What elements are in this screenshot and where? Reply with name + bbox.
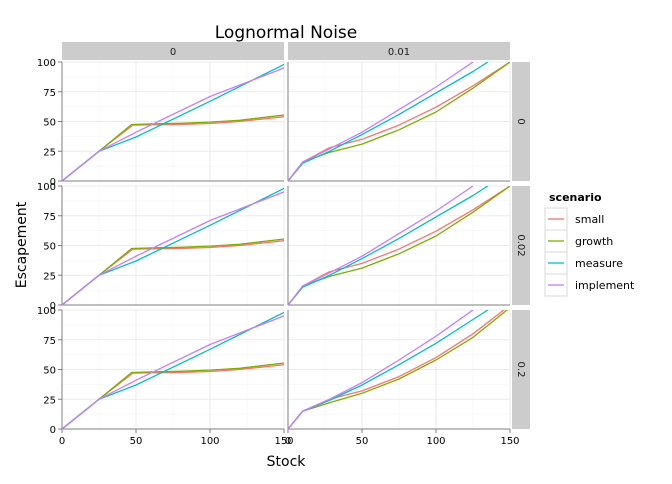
y-tick-label: 75 [43,88,56,99]
legend-item-measure: measure [544,251,623,275]
series-group [288,310,509,429]
y-tick-label: 100 [37,58,56,69]
series-line-measure [288,186,489,305]
y-tick-label: 0 [50,177,56,188]
y-tick-label: 25 [43,395,56,406]
legend-item-growth: growth [544,229,613,253]
row-strip-0-02: 0.02 [512,186,530,305]
series-group [288,186,510,305]
y-tick-label: 25 [43,271,56,282]
row-strip-label: 0.2 [515,362,526,378]
column-strip-label: 0 [170,47,176,58]
chart-title: Lognormal Noise [215,23,358,43]
y-tick-label: 50 [43,242,56,253]
panel-col-0-01-row-0 [287,61,511,182]
y-tick-label: 100 [37,182,56,193]
column-strip-bg [62,42,284,60]
series-group [62,187,284,305]
legend-label-implement: implement [575,279,635,292]
series-line-implement [62,67,284,181]
series-line-growth [62,114,284,181]
row-strip-bg [512,62,530,181]
x-tick-label: 0 [285,436,291,447]
series-line-implement [288,62,474,181]
legend-item-implement: implement [544,273,635,297]
series-line-growth [62,362,284,429]
column-strip-label: 0.01 [388,47,410,58]
series-line-implement [62,315,284,429]
y-axis-label: Escapement [14,201,30,288]
row-strip-label: 0 [515,118,526,124]
x-tick-label: 50 [356,436,369,447]
series-group [62,63,284,181]
legend-item-small: small [544,207,604,231]
row-strip-0-2: 0.2 [512,310,530,429]
x-axis-label: Stock [267,454,307,470]
legend-label-small: small [575,213,604,226]
y-tick-label: 0 [50,425,56,436]
facet-panels: 0 0.0100.020.2025507510002550751000255075… [37,42,530,447]
panel-col-0-row-0-02: 0 25 50 75 100 [37,182,285,312]
x-tick-label: 100 [426,436,445,447]
row-strip-label: 0.02 [515,234,526,256]
column-strip-0: 0 [62,42,284,60]
y-tick-label: 0 [50,301,56,312]
x-tick-label: 0 [59,436,65,447]
series-line-implement [288,186,474,305]
y-tick-label: 100 [37,306,56,317]
y-tick-label: 50 [43,366,56,377]
panel-col-0-01-row-0-2: 0 50 100 150 [285,309,520,447]
series-group [62,311,284,429]
panel-col-0-row-0: 0 25 50 75 100 [37,58,285,188]
legend-title: scenario [549,191,602,204]
panel-col-0-01-row-0-02 [287,185,511,306]
x-tick-label: 50 [130,436,143,447]
panel-col-0-row-0-2: 0 25 50 75 100 0 50 100 150 [37,306,294,447]
column-strip-bg [288,42,510,60]
series-line-implement [62,191,284,305]
series-line-growth [62,238,284,305]
row-strip-bg [512,186,530,305]
legend: scenario small growth measure implement [544,191,635,297]
column-strip-0-01: 0.01 [288,42,510,60]
y-tick-label: 75 [43,336,56,347]
series-line-implement [288,310,474,429]
x-tick-label: 150 [274,436,293,447]
series-group [288,62,510,181]
x-tick-label: 100 [200,436,219,447]
y-tick-label: 25 [43,147,56,158]
legend-label-measure: measure [575,257,623,270]
y-tick-label: 75 [43,212,56,223]
series-line-measure [288,62,489,181]
y-tick-label: 50 [43,118,56,129]
legend-label-growth: growth [575,235,613,248]
row-strip-bg [512,310,530,429]
x-tick-label: 150 [500,436,519,447]
row-strip-0: 0 [512,62,530,181]
